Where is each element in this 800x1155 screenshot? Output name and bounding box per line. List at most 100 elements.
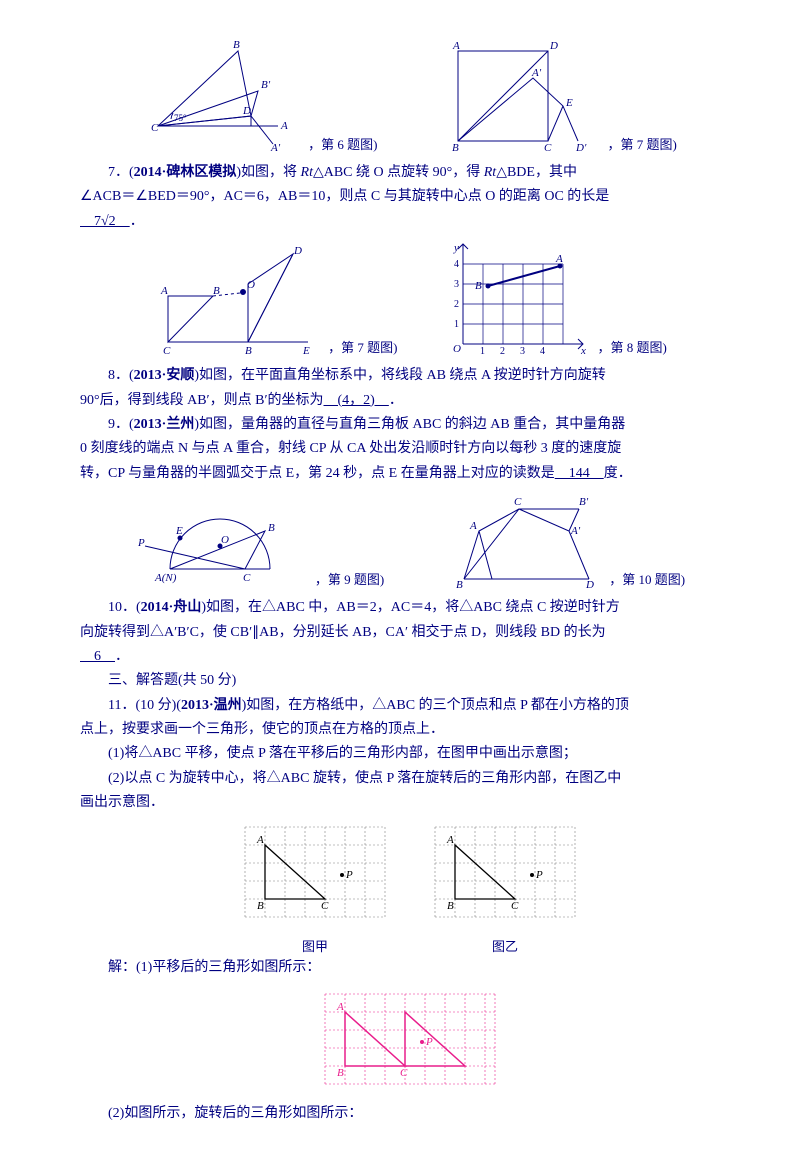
question-11-p2b: 画出示意图． <box>80 792 740 814</box>
question-11-p2: (2)以点 C 为旋转中心，将△ABC 旋转，使点 P 落在旋转后的三角形内部，… <box>80 768 740 790</box>
svg-text:1: 1 <box>454 319 459 330</box>
q10-t2: )如图，在△ABC 中，AB＝2，AC＝4，将△ABC 绕点 C 按逆时针方 <box>201 600 619 615</box>
grid-figures-jia-yi: A B C P 图甲 A B C P 图乙 <box>80 817 740 958</box>
svg-text:A: A <box>555 253 563 265</box>
svg-text:A: A <box>452 40 460 52</box>
question-8: 8．(2013·安顺)如图，在平面直角坐标系中，将线段 AB 绕点 A 按逆时针… <box>80 365 740 387</box>
fig10-caption: ，第 10 题图) <box>609 570 685 591</box>
svg-text:3: 3 <box>520 346 525 357</box>
svg-text:E: E <box>302 345 310 357</box>
svg-text:P: P <box>137 537 145 549</box>
section-3-header: 三、解答题(共 50 分) <box>80 670 740 692</box>
question-9-line3: 转，CP 与量角器的半圆弧交于点 E，第 24 秒，点 E 在量角器上对应的读数… <box>80 463 740 485</box>
svg-text:B′: B′ <box>261 79 271 91</box>
q7-rt2: Rt <box>484 165 496 180</box>
figure-7a: A D A′ E B C D′ <box>438 36 598 156</box>
svg-text:4: 4 <box>454 259 459 270</box>
q8-answer: (4，2) <box>324 393 389 408</box>
svg-text:C: C <box>400 1067 408 1079</box>
svg-text:A′: A′ <box>531 67 542 79</box>
q11-prefix: 11．(10 分)( <box>108 698 181 713</box>
svg-text:B: B <box>233 39 240 51</box>
fig-jia-caption: 图甲 <box>235 937 395 958</box>
svg-text:C: C <box>511 900 519 912</box>
svg-text:P: P <box>345 869 353 881</box>
svg-text:C: C <box>243 572 251 584</box>
q8-l2a: 90°后，得到线段 AB′，则点 B′的坐标为 <box>80 393 324 408</box>
q7-rt1: Rt <box>301 165 313 180</box>
svg-text:B: B <box>456 579 463 591</box>
q7-t4: △BDE，其中 <box>496 165 577 180</box>
question-11-line2: 点上，按要求画一个三角形，使它的顶点在方格的顶点上． <box>80 719 740 741</box>
svg-text:2: 2 <box>454 299 459 310</box>
svg-text:A: A <box>160 285 168 297</box>
q7-year: 2014·碑林区模拟 <box>134 165 237 180</box>
svg-text:A: A <box>469 520 477 532</box>
q10-year: 2014·舟山 <box>141 600 202 615</box>
q11-t2: )如图，在方格纸中，△ABC 的三个顶点和点 P 都在小方格的顶 <box>242 698 629 713</box>
fig9-caption: ，第 9 题图) <box>315 570 384 591</box>
svg-text:B: B <box>337 1067 344 1079</box>
q8-t2: )如图，在平面直角坐标系中，将线段 AB 绕点 A 按逆时针方向旋转 <box>194 368 605 383</box>
svg-text:1: 1 <box>480 346 485 357</box>
question-7-answer-line: 7√2 ． <box>80 211 740 233</box>
svg-text:C: C <box>544 142 552 154</box>
svg-text:P: P <box>425 1036 433 1048</box>
svg-text:E: E <box>565 97 573 109</box>
svg-text:D: D <box>549 40 558 52</box>
svg-text:D: D <box>293 245 302 257</box>
q7-t2: )如图，将 <box>236 165 300 180</box>
svg-text:B: B <box>475 280 482 292</box>
figure-6: B B′ C D A A′ 75° <box>143 36 298 156</box>
svg-text:3: 3 <box>454 279 459 290</box>
svg-text:A: A <box>446 834 454 846</box>
q9-t2: )如图，量角器的直径与直角三角板 ABC 的斜边 AB 重合，其中量角器 <box>194 417 625 432</box>
q10-prefix: 10．( <box>108 600 141 615</box>
question-10: 10．(2014·舟山)如图，在△ABC 中，AB＝2，AC＝4，将△ABC 绕… <box>80 597 740 619</box>
svg-text:B: B <box>447 900 454 912</box>
question-7-line2: ∠ACB＝∠BED＝90°，AC＝6，AB＝10，则点 C 与其旋转中心点 O … <box>80 186 740 208</box>
svg-text:B: B <box>268 522 275 534</box>
svg-text:O: O <box>221 534 229 546</box>
figure-10: C B′ A′ A B D <box>424 491 599 591</box>
q7-answer: 7√2 <box>80 214 130 229</box>
svg-text:B: B <box>245 345 252 357</box>
q9-answer: 144 <box>555 466 604 481</box>
fig8-caption: ，第 8 题图) <box>598 338 667 359</box>
svg-text:D: D <box>585 579 594 591</box>
q8-year: 2013·安顺 <box>134 368 195 383</box>
figure-9: P E O B A(N) C <box>135 491 305 591</box>
q9-prefix: 9．( <box>108 417 134 432</box>
q7-prefix: 7．( <box>108 165 134 180</box>
figure-row-9-10: P E O B A(N) C ，第 9 题图) C B′ A′ A B D <box>80 491 740 591</box>
q10-answer: 6 <box>80 649 115 664</box>
fig7a-caption: ，第 7 题图) <box>608 135 677 156</box>
figure-row-6-7: B B′ C D A A′ 75° ，第 6 题图) A D A′ E B C … <box>80 36 740 156</box>
question-8-line2: 90°后，得到线段 AB′，则点 B′的坐标为 (4，2) ． <box>80 390 740 412</box>
figure-jia: A B C P <box>235 817 395 937</box>
svg-text:D′: D′ <box>575 142 587 154</box>
fig6-caption: ，第 6 题图) <box>308 135 377 156</box>
q9-year: 2013·兰州 <box>134 417 195 432</box>
question-10-answer-line: 6 ． <box>80 646 740 668</box>
question-9-line2: 0 刻度线的端点 N 与点 A 重合，射线 CP 从 CA 处出发沿顺时针方向以… <box>80 438 740 460</box>
axis-y: y <box>453 242 459 254</box>
q10-period: ． <box>115 649 129 664</box>
solution-1-figure-wrap: A B C P <box>80 984 740 1099</box>
svg-text:E: E <box>175 525 183 537</box>
svg-text:P: P <box>535 869 543 881</box>
svg-text:C: C <box>321 900 329 912</box>
svg-text:D: D <box>242 105 251 117</box>
q8-l2b: ． <box>389 393 403 408</box>
svg-text:2: 2 <box>500 346 505 357</box>
svg-text:C: C <box>151 122 159 134</box>
q9-l3b: 度． <box>604 466 632 481</box>
axis-o: O <box>453 343 461 355</box>
svg-text:B′: B′ <box>579 496 589 508</box>
q9-l3a: 转，CP 与量角器的半圆弧交于点 E，第 24 秒，点 E 在量角器上对应的读数… <box>80 466 555 481</box>
svg-text:B: B <box>452 142 459 154</box>
svg-text:A: A <box>336 1001 344 1013</box>
figure-7b: A B O D C B E <box>153 244 318 359</box>
svg-text:O: O <box>247 279 255 291</box>
svg-text:A: A <box>280 120 288 132</box>
